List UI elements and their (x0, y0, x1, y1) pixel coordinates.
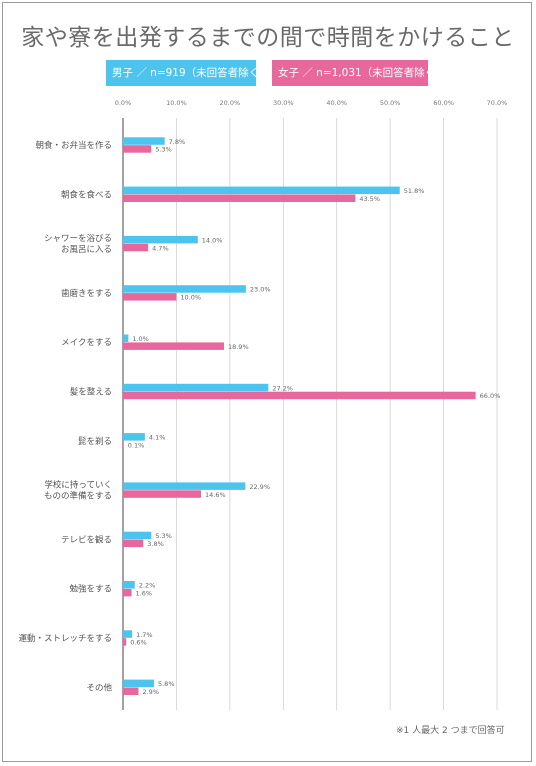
data-label-male: 4.1% (149, 434, 166, 442)
data-label-male: 14.0% (202, 236, 223, 244)
category-label: メイクをする (61, 338, 112, 348)
bar-male (123, 186, 400, 195)
legend-male: 男子 ／ n=919（未回答者除く） (106, 60, 270, 86)
bar-female (123, 441, 124, 449)
bar-male (123, 482, 246, 490)
data-label-male: 1.7% (136, 631, 153, 639)
data-label-male: 5.8% (158, 680, 175, 688)
data-label-female: 0.6% (130, 639, 147, 647)
bar-female (123, 687, 139, 695)
data-label-male: 23.0% (250, 286, 271, 294)
bar-female (123, 145, 152, 153)
bar-female (123, 539, 144, 548)
category-label: シャワーを浴びる (44, 233, 112, 244)
data-label-male: 51.8% (404, 187, 425, 195)
category-label: ものの準備をする (44, 491, 112, 502)
footnote: ※1 人最大 2 つまで回答可 (396, 726, 505, 736)
category-label: 歯磨きをする (61, 288, 112, 299)
bar-female (123, 638, 127, 646)
bar-male (123, 383, 269, 392)
legend-female: 女子 ／ n=1,031（未回答者除く） (272, 60, 446, 86)
bar-male (123, 285, 246, 293)
x-tick-label: 40.0% (326, 99, 347, 107)
chart-title: 家や寮を出発するまでの間で時間をかけること (21, 25, 515, 51)
category-label: 朝食を食べる (61, 189, 112, 200)
data-label-female: 14.6% (205, 491, 226, 499)
data-label-male: 5.3% (155, 532, 172, 540)
bar-male (123, 630, 133, 638)
data-label-female: 18.9% (228, 343, 249, 351)
data-label-male: 22.9% (249, 483, 270, 491)
x-tick-label: 30.0% (273, 99, 294, 107)
data-label-female: 5.3% (155, 146, 172, 154)
data-label-female: 66.0% (480, 392, 501, 400)
bar-male (123, 334, 129, 342)
x-tick-label: 20.0% (220, 99, 241, 107)
category-label: 勉強をする (69, 584, 112, 595)
x-tick-label: 10.0% (166, 99, 187, 107)
category-label: テレビを観る (61, 534, 112, 545)
category-label: 朝食・お弁当を作る (35, 140, 112, 151)
category-label: 学校に持っていく (44, 480, 112, 491)
data-label-female: 1.6% (136, 589, 153, 597)
x-tick-label: 50.0% (380, 99, 401, 107)
bar-female (123, 588, 132, 597)
bar-male (123, 679, 154, 688)
bar-male (123, 433, 145, 441)
data-label-male: 1.0% (132, 335, 149, 343)
data-label-male: 2.2% (139, 582, 156, 590)
bar-female (123, 243, 149, 252)
x-tick-label: 70.0% (487, 99, 508, 107)
x-tick-label: 60.0% (433, 99, 454, 107)
data-label-female: 10.0% (180, 294, 201, 302)
category-label: お風呂に入る (61, 245, 112, 255)
bar-male (123, 235, 198, 244)
bar-male (123, 531, 152, 540)
data-label-female: 0.1% (128, 442, 145, 450)
bar-female (123, 490, 202, 498)
bar-male (123, 581, 135, 589)
data-label-female: 2.9% (142, 688, 159, 696)
data-label-male: 7.8% (169, 138, 186, 146)
bar-female (123, 391, 476, 400)
bar-male (123, 137, 165, 145)
data-label-female: 4.7% (152, 244, 169, 252)
data-label-female: 43.5% (359, 195, 380, 203)
x-tick-label: 0.0% (115, 99, 132, 107)
bar-female (123, 293, 177, 301)
category-label: 髪を整える (70, 387, 112, 398)
data-label-male: 27.2% (272, 384, 293, 392)
bar-female (123, 342, 224, 350)
category-label: 運動・ストレッチをする (18, 633, 112, 644)
category-label: その他 (86, 682, 112, 693)
bar-female (123, 194, 356, 202)
category-label: 髭を剃る (78, 436, 112, 447)
data-label-female: 3.8% (147, 540, 164, 548)
